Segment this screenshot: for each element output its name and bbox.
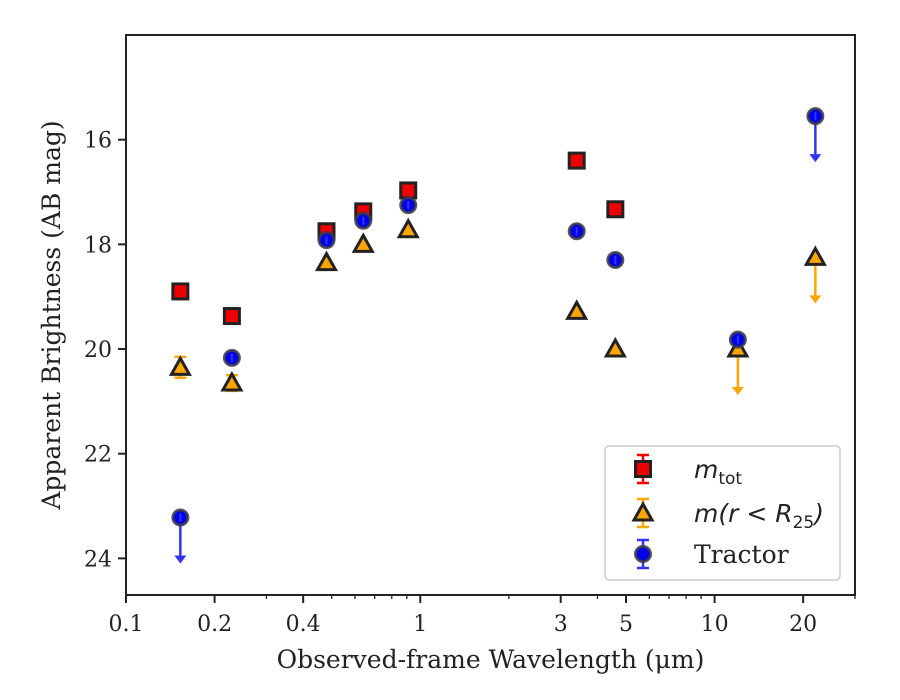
axes-frame bbox=[125, 34, 856, 596]
data-point bbox=[168, 355, 192, 376]
data-point bbox=[606, 200, 625, 219]
y-tick-label: 20 bbox=[84, 338, 112, 363]
legend-marker bbox=[634, 545, 652, 563]
data-point bbox=[565, 299, 589, 320]
data-point bbox=[220, 370, 244, 392]
x-tick-label: 0.1 bbox=[109, 612, 144, 637]
series-square bbox=[171, 151, 625, 326]
x-tick-label: 0.2 bbox=[197, 612, 232, 637]
data-point bbox=[222, 307, 241, 326]
y-axis-label: Apparent Brightness (AB mag) bbox=[37, 120, 66, 510]
data-point bbox=[603, 336, 627, 358]
y-tick-label: 18 bbox=[84, 233, 112, 258]
upper-limit-arrowhead bbox=[809, 154, 822, 163]
x-tick-label: 20 bbox=[789, 612, 817, 637]
upper-limit-arrowhead bbox=[731, 387, 744, 396]
legend-label: mtot bbox=[694, 455, 742, 489]
x-tick-label: 0.4 bbox=[286, 612, 321, 637]
plot-area bbox=[168, 107, 827, 564]
data-point bbox=[351, 232, 375, 253]
data-point bbox=[803, 245, 827, 266]
x-axis-label: Observed-frame Wavelength (μm) bbox=[277, 645, 705, 674]
y-tick-label: 16 bbox=[84, 129, 112, 154]
data-point bbox=[314, 250, 339, 272]
series-circle bbox=[171, 107, 825, 564]
data-point bbox=[399, 181, 418, 200]
x-tick-label: 5 bbox=[619, 612, 633, 637]
x-tick-label: 10 bbox=[701, 612, 729, 637]
legend-marker bbox=[631, 500, 655, 522]
data-point bbox=[171, 282, 190, 301]
data-point bbox=[567, 151, 586, 170]
legend-label: Tractor bbox=[694, 540, 789, 569]
legend-item: m(r < R25) bbox=[631, 497, 824, 533]
legend: mtot m(r < R25) Tractor bbox=[604, 445, 841, 581]
y-tick-label: 24 bbox=[84, 547, 112, 572]
upper-limit-arrowhead bbox=[174, 555, 187, 564]
legend-marker bbox=[634, 460, 652, 478]
legend-box bbox=[604, 445, 841, 581]
ticks: 0.1 0.2 0.4 1 3 5 10 20 16 18 20 22 24 bbox=[84, 129, 856, 637]
x-tick-label: 1 bbox=[413, 612, 427, 637]
data-point bbox=[396, 217, 420, 239]
upper-limit-arrowhead bbox=[809, 295, 822, 304]
y-tick-label: 22 bbox=[84, 443, 112, 468]
x-tick-label: 3 bbox=[554, 612, 568, 637]
legend-item: Tractor bbox=[634, 538, 789, 570]
legend-label: m(r < R25) bbox=[694, 499, 824, 533]
legend-item: mtot bbox=[634, 453, 742, 489]
series-triangle bbox=[168, 217, 827, 396]
